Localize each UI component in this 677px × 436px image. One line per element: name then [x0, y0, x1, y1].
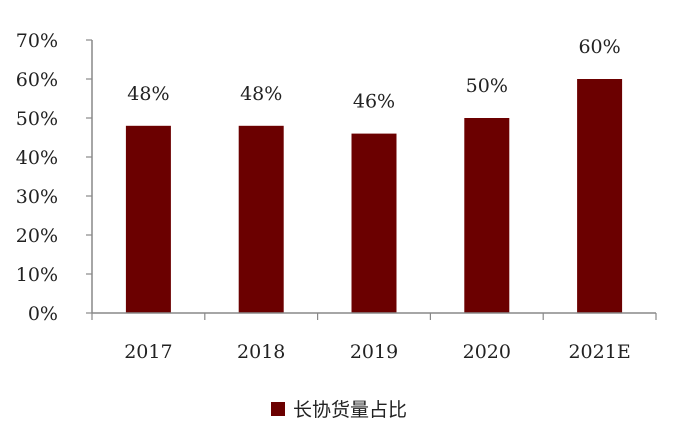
data-label-2019: 46%	[353, 91, 395, 113]
y-tick-label: 0%	[28, 303, 58, 325]
y-tick-label: 10%	[16, 264, 58, 286]
bars	[125, 79, 623, 313]
x-tick-label-2020: 2020	[463, 341, 511, 363]
legend: 长协货量占比	[271, 399, 407, 421]
y-axis-ticks: 0% 10% 20% 30% 40% 50% 60% 70%	[16, 30, 58, 325]
legend-swatch	[271, 402, 285, 416]
data-labels: 48% 48% 46% 50% 60%	[127, 36, 620, 113]
bar-2018	[238, 125, 284, 313]
legend-label: 长协货量占比	[293, 399, 407, 421]
y-tick-label: 30%	[16, 186, 58, 208]
bar-2019	[351, 133, 397, 313]
data-label-2018: 48%	[240, 83, 282, 105]
axes	[86, 39, 657, 320]
bar-2020	[464, 118, 510, 313]
x-tick-label-2021E: 2021E	[568, 341, 630, 363]
x-tick-label-2017: 2017	[124, 341, 172, 363]
bar-2017	[125, 125, 171, 313]
x-tick-label-2019: 2019	[350, 341, 398, 363]
y-tick-label: 50%	[16, 108, 58, 130]
x-axis-ticks: 2017 2018 2019 2020 2021E	[124, 341, 630, 363]
bar-2021E	[577, 79, 623, 313]
y-tick-label: 70%	[16, 30, 58, 52]
y-tick-label: 60%	[16, 69, 58, 91]
data-label-2020: 50%	[466, 75, 508, 97]
data-label-2021E: 60%	[578, 36, 620, 58]
y-tick-label: 20%	[16, 225, 58, 247]
x-tick-label-2018: 2018	[237, 341, 285, 363]
y-tick-label: 40%	[16, 147, 58, 169]
data-label-2017: 48%	[127, 83, 169, 105]
